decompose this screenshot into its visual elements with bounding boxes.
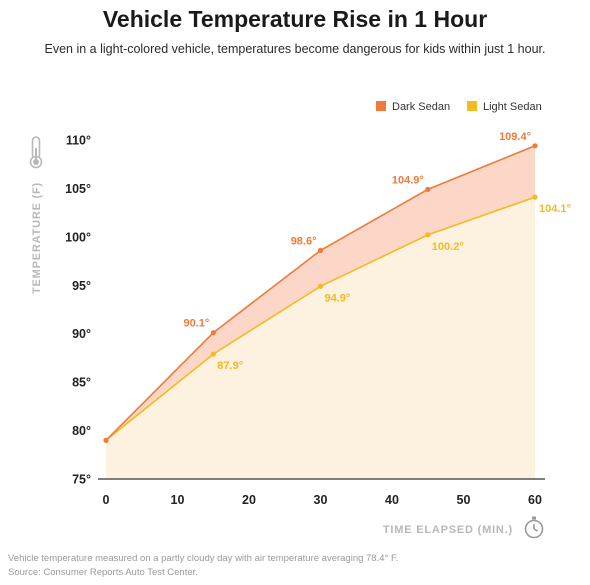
data-label-dark-sedan-30: 98.6° (291, 235, 317, 247)
y-tick-labels: 75° 80° 85° 90° 95° 100° 105° 110° (65, 134, 91, 487)
y-tick-110: 110° (66, 134, 91, 148)
x-tick-0: 0 (103, 493, 110, 507)
chart-subtitle: Even in a light-colored vehicle, tempera… (45, 42, 546, 56)
data-label-dark-sedan-60: 109.4° (499, 131, 531, 143)
point-dark-sedan-0 (103, 437, 109, 443)
legend-swatch-light-sedan (467, 101, 477, 111)
point-dark-sedan-15 (210, 330, 216, 336)
x-tick-30: 30 (314, 493, 328, 507)
y-tick-80: 80° (72, 424, 91, 438)
data-label-light-sedan-45: 100.2° (432, 241, 464, 253)
chart-title: Vehicle Temperature Rise in 1 Hour (103, 6, 487, 32)
legend: Dark Sedan Light Sedan (376, 101, 542, 113)
data-label-light-sedan-30: 94.9° (325, 292, 351, 304)
data-label-light-sedan-60: 104.1° (539, 203, 571, 215)
x-axis-title: TIME ELAPSED (MIN.) (383, 524, 513, 536)
y-tick-90: 90° (72, 327, 91, 341)
area-light-sedan (106, 197, 535, 479)
x-tick-10: 10 (171, 493, 185, 507)
data-label-light-sedan-15: 87.9° (217, 360, 243, 372)
data-label-dark-sedan-45: 104.9° (392, 174, 424, 186)
x-tick-40: 40 (385, 493, 399, 507)
x-tick-60: 60 (528, 493, 542, 507)
plot-points (103, 143, 538, 443)
plot-areas (106, 145, 535, 479)
point-dark-sedan-30 (317, 247, 324, 253)
data-label-dark-sedan-15: 90.1° (183, 318, 209, 330)
legend-label-light-sedan: Light Sedan (483, 101, 542, 113)
point-light-sedan-45 (425, 232, 431, 238)
point-light-sedan-15 (210, 351, 216, 357)
y-tick-100: 100° (65, 230, 91, 244)
point-dark-sedan-60 (532, 143, 538, 149)
y-tick-95: 95° (72, 279, 91, 293)
y-tick-105: 105° (65, 182, 91, 196)
point-light-sedan-30 (317, 283, 324, 289)
footnote-conditions: Vehicle temperature measured on a partly… (8, 553, 398, 564)
area-dark-sedan (106, 145, 535, 441)
y-tick-75: 75° (72, 473, 91, 487)
point-light-sedan-60 (532, 194, 538, 200)
legend-swatch-dark-sedan (376, 101, 386, 111)
point-dark-sedan-45 (425, 186, 431, 192)
data-labels: 90.1° 98.6° 104.9° 109.4° 87.9° 94.9° 100.2° 10… (183, 131, 570, 372)
thermometer-icon (29, 136, 43, 169)
x-tick-labels: 0 10 20 30 40 50 60 (103, 493, 542, 507)
x-tick-50: 50 (457, 493, 471, 507)
y-axis-title: TEMPERATURE (F) (31, 182, 43, 294)
y-tick-85: 85° (72, 376, 91, 390)
footnote-source: Source: Consumer Reports Auto Test Cente… (8, 567, 198, 578)
stopwatch-icon (524, 516, 544, 539)
x-tick-20: 20 (242, 493, 256, 507)
legend-label-dark-sedan: Dark Sedan (392, 101, 450, 113)
